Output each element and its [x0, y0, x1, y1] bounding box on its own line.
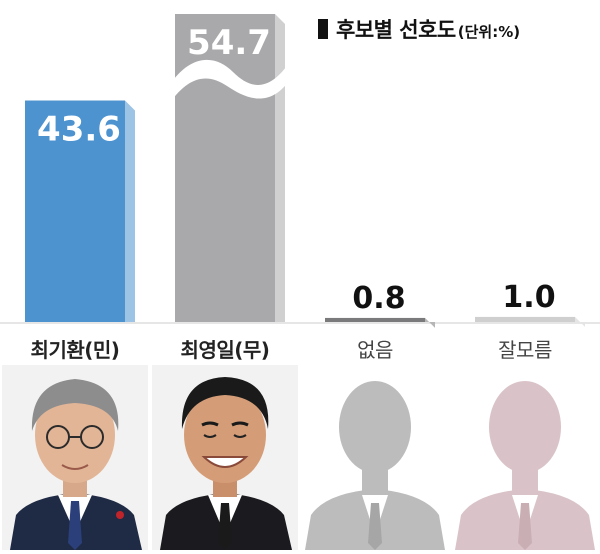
candidate-photos [2, 365, 595, 550]
bar-1 [25, 100, 125, 323]
bar-chart: 43.6 54.7 0.8 1.0 [0, 14, 600, 328]
value-label-3: 0.8 [352, 281, 405, 316]
legend-title: 후보별 선호도 [336, 18, 456, 42]
value-label-2: 54.7 [187, 23, 271, 63]
category-label-1: 최기환(민) [30, 338, 120, 362]
category-label-2: 최영일(무) [180, 338, 270, 362]
bar-side-2 [275, 14, 285, 322]
legend-unit: (단위:%) [457, 22, 521, 41]
bar-side-1 [125, 100, 135, 323]
legend: 후보별 선호도 (단위:%) [318, 14, 520, 44]
value-label-1: 43.6 [37, 110, 121, 150]
silhouette-icon-unknown [455, 381, 595, 550]
candidate-photo-2 [152, 365, 298, 550]
value-label-4: 1.0 [502, 280, 555, 315]
silhouette-icon-none [305, 381, 445, 550]
legend-marker [318, 19, 328, 39]
bar-4 [475, 316, 575, 322]
bar-side-3 [425, 317, 435, 328]
category-label-4: 잘모름 [498, 338, 552, 362]
category-label-3: 없음 [357, 338, 393, 362]
candidate-photo-1 [2, 365, 148, 550]
bar-side-4 [575, 316, 585, 327]
axis-break-wave [169, 59, 291, 104]
bar-3 [325, 317, 425, 322]
